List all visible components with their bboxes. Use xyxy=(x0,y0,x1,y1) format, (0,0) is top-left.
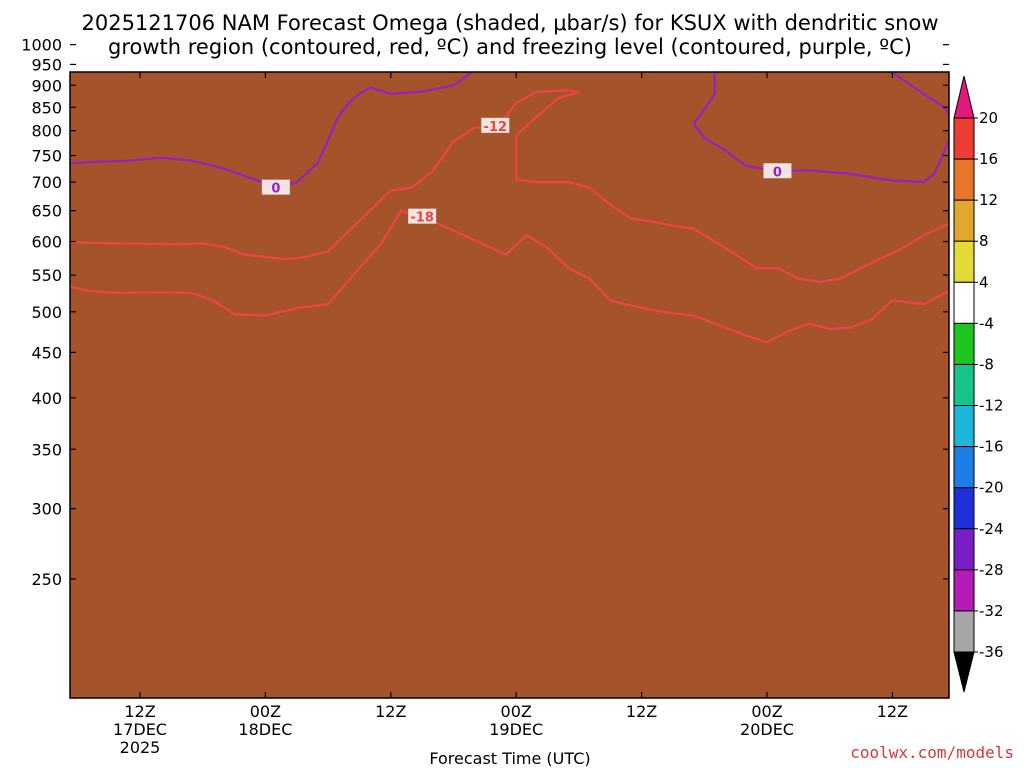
x-tick-label-5-0: 00Z xyxy=(751,702,782,721)
colorbar-band-10 xyxy=(953,528,975,571)
x-tick-label-6-0: 12Z xyxy=(877,702,908,721)
x-tick-label-0-1: 17DEC xyxy=(113,720,167,739)
x-tick-label-0-2: 2025 xyxy=(120,738,161,757)
colorbar-over-triangle xyxy=(953,75,975,119)
x-tick-label-5-1: 20DEC xyxy=(740,720,794,739)
y-tick-label-450: 450 xyxy=(31,343,62,362)
y-tick-label-550: 550 xyxy=(31,266,62,285)
y-tick-label-800: 800 xyxy=(31,122,62,141)
colorbar-label-3: 8 xyxy=(979,232,989,250)
y-tick-label-500: 500 xyxy=(31,303,62,322)
colorbar-label-6: -8 xyxy=(979,355,994,373)
colorbar-band-2 xyxy=(953,199,975,242)
y-tick-label-300: 300 xyxy=(31,500,62,519)
colorbar-label-13: -36 xyxy=(979,643,1004,661)
contour-label-bg-1 xyxy=(408,208,437,224)
contour-label-4: 0 xyxy=(773,165,782,180)
contour-label-bg-2 xyxy=(261,179,290,195)
terrain-layer xyxy=(70,72,949,698)
colorbar-label-10: -24 xyxy=(979,520,1004,538)
contour-layer: -12 -18 0 0 xyxy=(70,72,949,344)
colorbar-label-1: 16 xyxy=(979,150,998,168)
y-tick-label-600: 600 xyxy=(31,233,62,252)
x-tick-label-2-0: 12Z xyxy=(375,702,406,721)
x-tick-label-1-0: 00Z xyxy=(250,702,281,721)
x-tick-label-0-0: 12Z xyxy=(124,702,155,721)
colorbar-band-11 xyxy=(953,569,975,612)
contour-label-2: 0 xyxy=(271,182,280,197)
colorbar-label-0: 20 xyxy=(979,109,998,127)
colorbar-label-4: 4 xyxy=(979,273,989,291)
chart-title-line-2: growth region (contoured, red, ºC) and f… xyxy=(108,35,912,59)
x-tick-label-1-1: 18DEC xyxy=(238,720,292,739)
y-tick-label-900: 900 xyxy=(31,76,62,95)
colorbar-label-7: -12 xyxy=(979,397,1004,415)
plot-frame xyxy=(69,71,950,699)
y-tick-label-850: 850 xyxy=(31,98,62,117)
colorbar-band-0 xyxy=(953,117,975,160)
contour-line-4 xyxy=(692,72,949,184)
y-tick-label-950: 950 xyxy=(31,55,62,74)
colorbar: 20 16 12 8 4 -4 -8 -12 -16 -20 -24 -28 -32 -36 xyxy=(953,75,1004,693)
colorbar-band-5 xyxy=(953,322,975,365)
colorbar-band-4 xyxy=(953,281,975,324)
x-tick-label-3-0: 00Z xyxy=(501,702,532,721)
y-tick-label-350: 350 xyxy=(31,440,62,459)
contour-label-1: -18 xyxy=(410,211,434,226)
x-axis-label: Forecast Time (UTC) xyxy=(429,749,590,768)
contour-line-0 xyxy=(70,89,949,284)
y-tick-label-400: 400 xyxy=(31,389,62,408)
colorbar-band-3 xyxy=(953,240,975,283)
x-tick-label-4-0: 12Z xyxy=(626,702,657,721)
colorbar-label-5: -4 xyxy=(979,314,994,332)
colorbar-band-12 xyxy=(953,610,975,653)
colorbar-band-6 xyxy=(953,363,975,407)
y-tick-label-750: 750 xyxy=(31,147,62,166)
y-axis-ticks: 250 300 350 400 450 500 550 600 650 700 750 800 850 9… xyxy=(21,36,949,589)
chart-title-line-1: 2025121706 NAM Forecast Omega (shaded, μ… xyxy=(81,11,938,35)
x-tick-label-3-1: 19DEC xyxy=(489,720,543,739)
contour-label-bg-4 xyxy=(763,163,792,179)
colorbar-band-7 xyxy=(953,405,975,448)
credit-label: coolwx.com/models xyxy=(850,743,1014,762)
y-tick-label-700: 700 xyxy=(31,173,62,192)
colorbar-band-8 xyxy=(953,446,975,489)
terrain-surface xyxy=(70,72,949,698)
contour-label-bg-0 xyxy=(481,117,510,133)
colorbar-label-9: -20 xyxy=(979,479,1004,497)
colorbar-label-11: -28 xyxy=(979,561,1004,579)
contour-label-0: -12 xyxy=(484,120,508,135)
contour-line-2 xyxy=(70,72,475,189)
plot-area: -12 -18 0 0 xyxy=(69,71,950,699)
y-tick-label-1000: 1000 xyxy=(21,36,62,55)
colorbar-band-1 xyxy=(953,158,975,201)
colorbar-band-9 xyxy=(953,487,975,530)
y-tick-label-650: 650 xyxy=(31,202,62,221)
colorbar-under-triangle xyxy=(953,651,975,693)
contour-line-1 xyxy=(70,209,949,344)
colorbar-label-2: 12 xyxy=(979,191,998,209)
colorbar-label-8: -16 xyxy=(979,438,1004,456)
y-tick-label-250: 250 xyxy=(31,570,62,589)
colorbar-label-12: -32 xyxy=(979,602,1004,620)
